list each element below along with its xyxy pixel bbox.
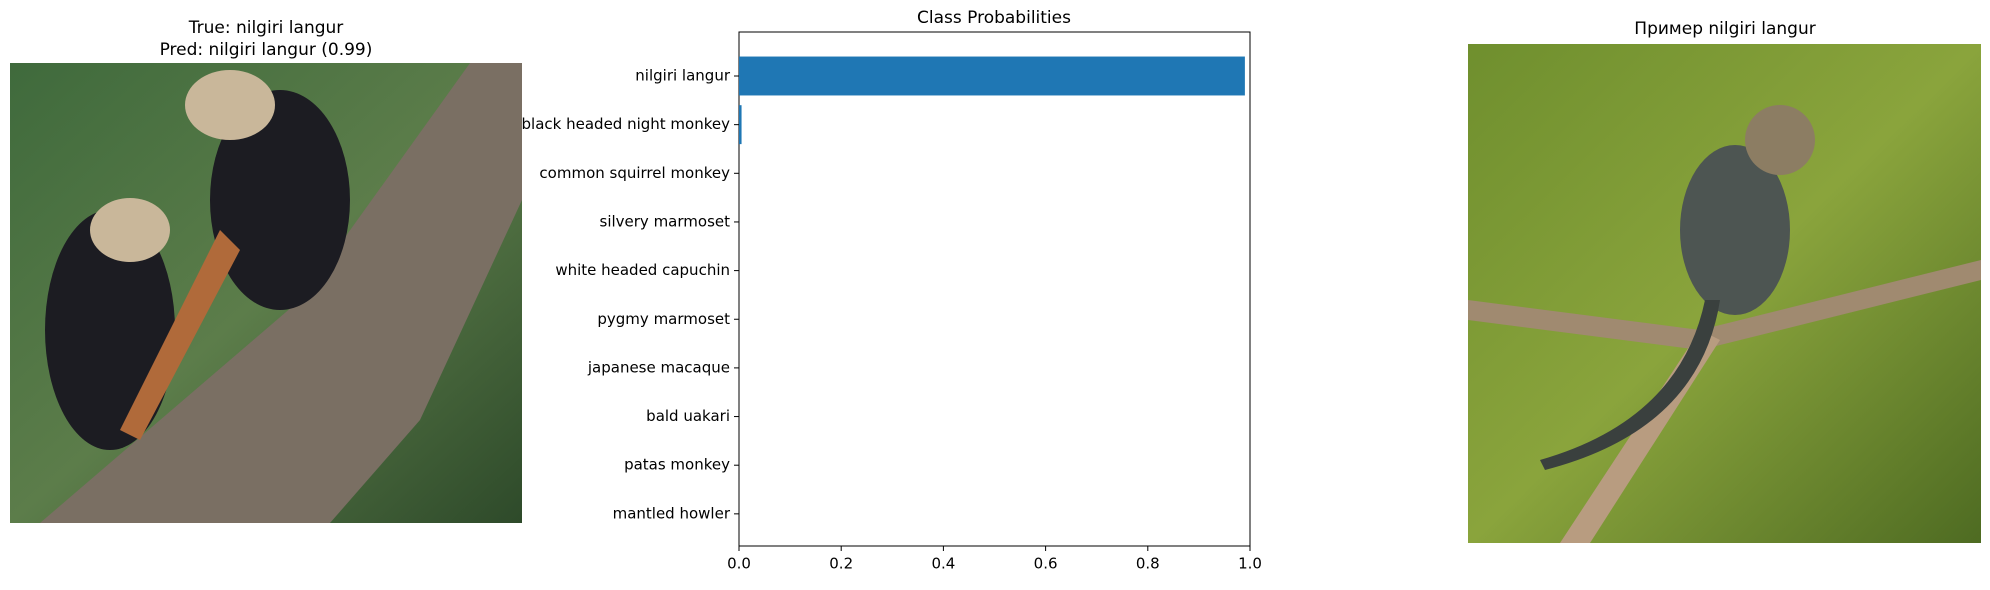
y-tick-label: white headed capuchin xyxy=(555,261,730,279)
x-tick-label: 0.4 xyxy=(931,555,955,573)
y-tick-label: mantled howler xyxy=(613,504,731,522)
axes-frame xyxy=(738,31,1251,547)
x-tick-label: 0.6 xyxy=(1034,555,1058,573)
y-tick-label: bald uakari xyxy=(646,407,730,425)
right-title: Пример nilgiri langur xyxy=(1634,19,1815,39)
x-tick-label: 0.2 xyxy=(829,555,853,573)
left-title: Pred: nilgiri langur (0.99) xyxy=(160,40,373,60)
right-image xyxy=(1468,44,1981,543)
y-tick-label: common squirrel monkey xyxy=(539,164,730,182)
left-title: True: nilgiri langur xyxy=(188,18,344,38)
y-tick-label: nilgiri langur xyxy=(635,67,731,85)
chart-title: Class Probabilities xyxy=(917,8,1071,28)
y-tick-label: japanese macaque xyxy=(587,358,730,376)
y-tick-label: silvery marmoset xyxy=(600,212,731,230)
bar xyxy=(739,56,1245,96)
x-tick-label: 0.0 xyxy=(727,555,751,573)
y-tick-label: black headed night monkey xyxy=(522,115,731,133)
y-tick-label: patas monkey xyxy=(624,456,730,474)
y-tick-label: pygmy marmoset xyxy=(597,310,730,328)
x-tick-label: 1.0 xyxy=(1238,555,1262,573)
x-tick-label: 0.8 xyxy=(1136,555,1160,573)
left-image xyxy=(10,63,522,523)
bar xyxy=(739,105,742,145)
